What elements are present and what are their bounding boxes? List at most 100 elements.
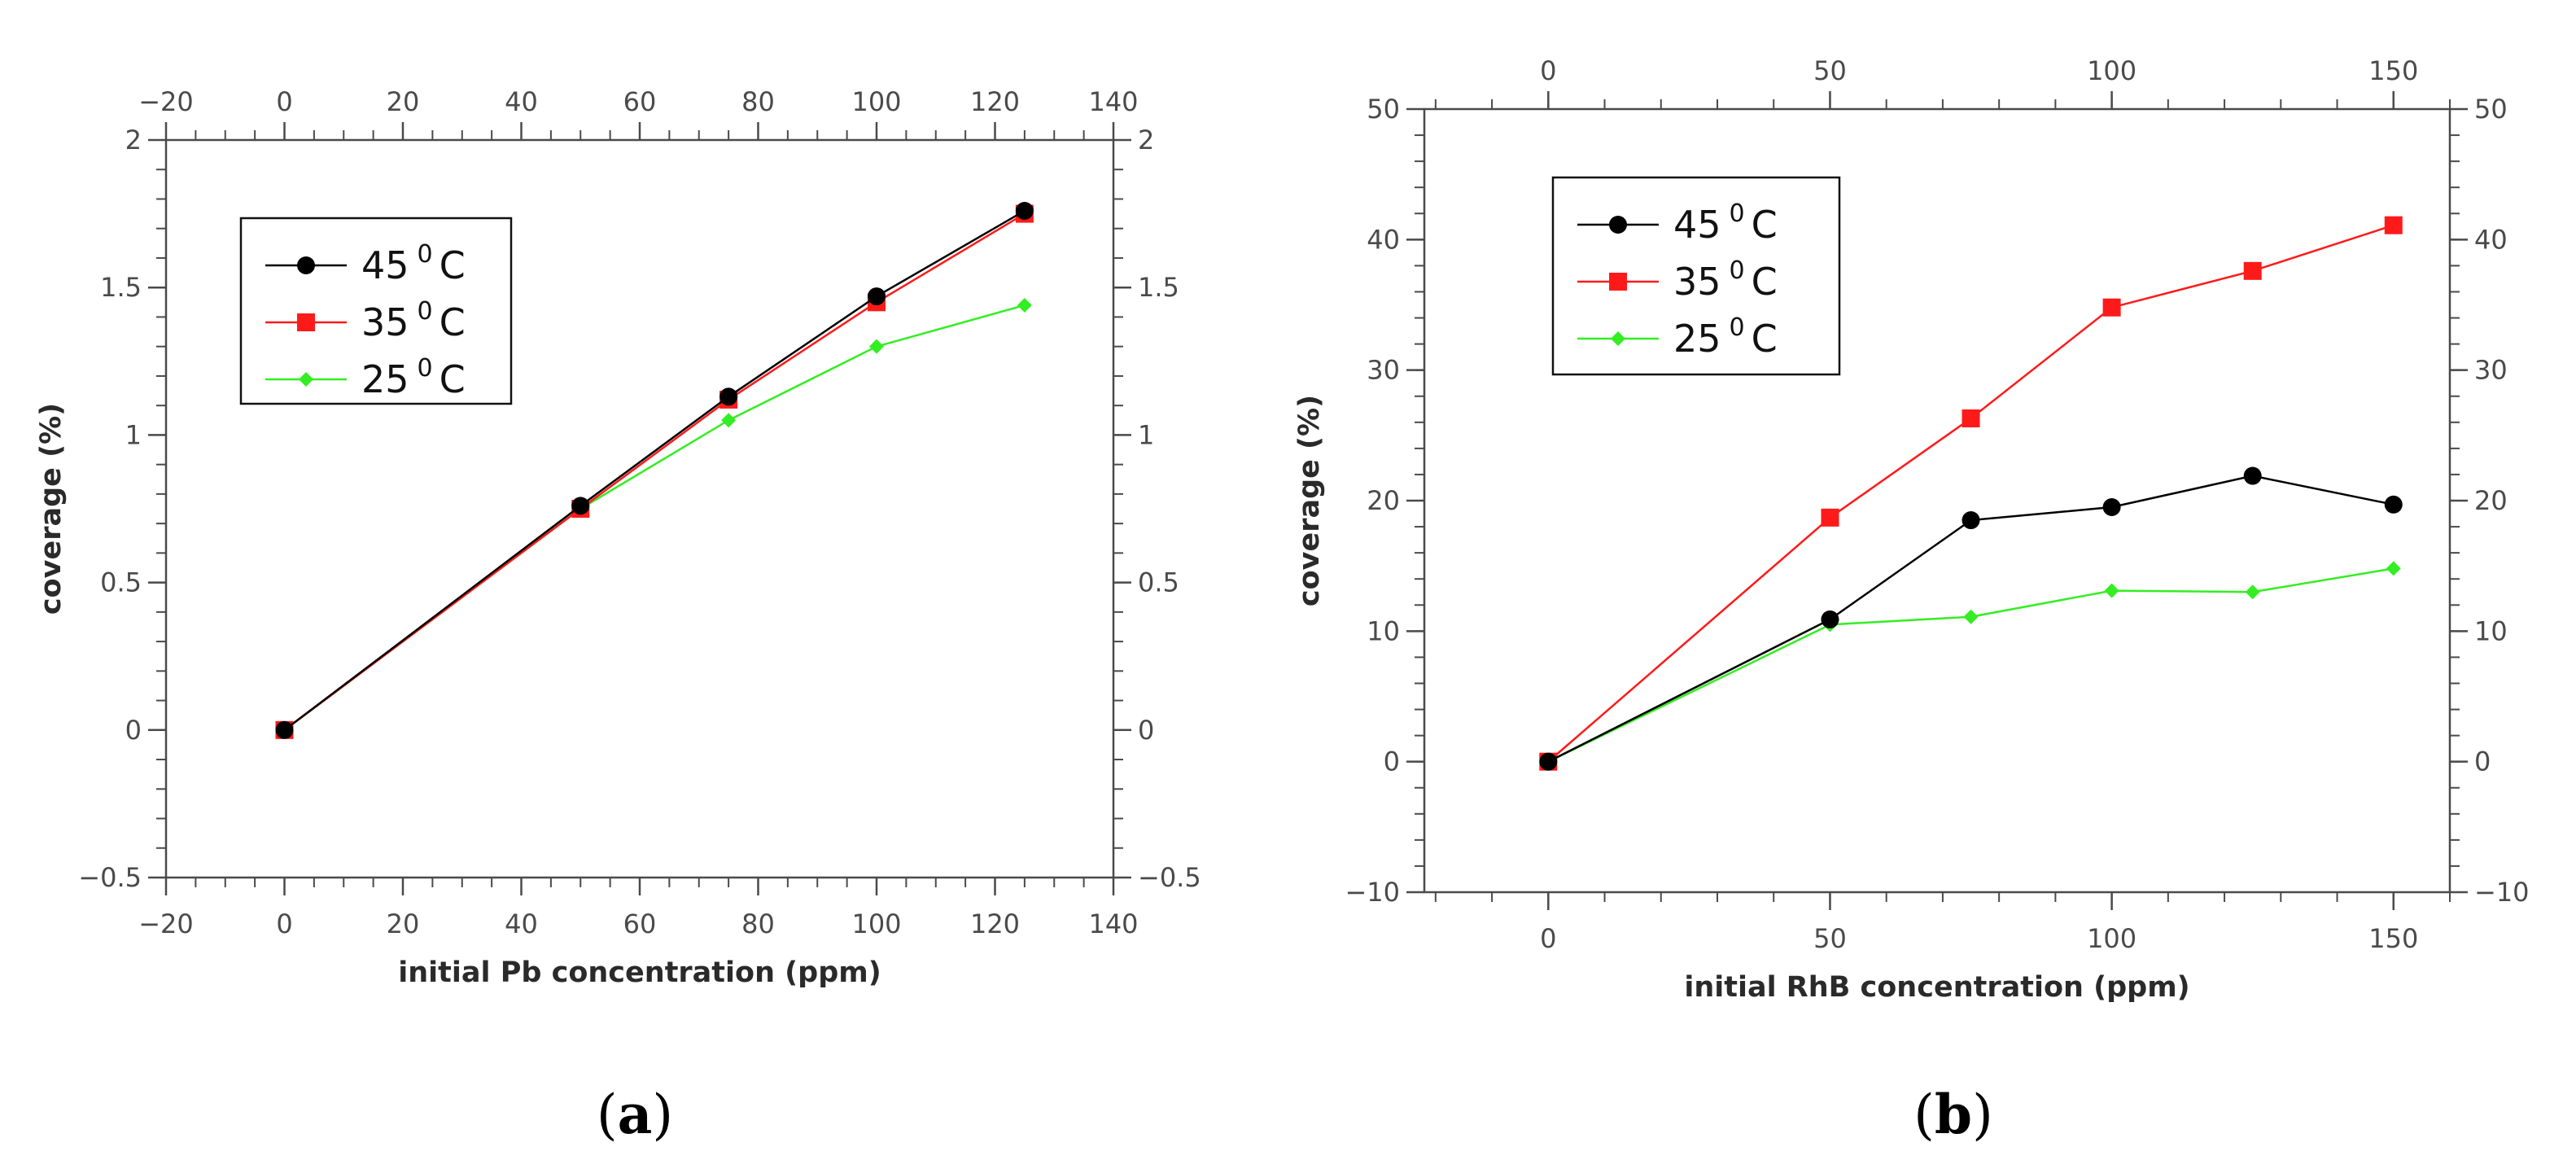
legend-degree-sup: 0	[1730, 313, 1745, 342]
legend-unit: C	[440, 300, 466, 344]
x-tick-label-top: 20	[387, 86, 420, 117]
y-tick-label-left: −0.5	[78, 862, 142, 893]
y-tick-label-right: 20	[2474, 485, 2508, 516]
legend-unit: C	[440, 357, 466, 401]
legend-temp: 45	[361, 243, 409, 287]
legend-marker-35C	[1609, 273, 1627, 291]
legend-degree-sup: 0	[1730, 256, 1745, 285]
legend-unit: C	[1752, 317, 1778, 361]
x-tick-label-top: 120	[970, 86, 1020, 117]
data-point-25C	[1963, 609, 1979, 624]
legend-degree-sup: 0	[418, 297, 433, 326]
y-tick-label-left: 20	[1367, 485, 1400, 516]
y-tick-label-left: 0.5	[100, 567, 142, 598]
data-point-35C	[1962, 409, 1980, 427]
x-axis-title: initial RhB concentration (ppm)	[1684, 971, 2189, 1004]
x-tick-label-bottom: 100	[851, 908, 901, 939]
y-tick-label-right: −0.5	[1138, 862, 1201, 893]
x-tick-label-bottom: 150	[2368, 923, 2418, 954]
series-line-35C	[1547, 224, 2394, 763]
data-point-45C	[275, 720, 294, 739]
data-point-25C	[2245, 584, 2260, 600]
legend-temp: 35	[361, 300, 409, 344]
data-point-25C	[721, 413, 737, 428]
legend: 45 0 C35 0 C25 0 C	[239, 217, 513, 405]
legend-temp: 45	[1673, 203, 1721, 247]
series-line-25C	[1547, 567, 2394, 763]
data-point-45C	[2384, 495, 2403, 514]
y-tick-label-left: 30	[1367, 355, 1400, 386]
x-tick-label-bottom: 80	[741, 908, 775, 939]
x-axis-title: initial Pb concentration (ppm)	[398, 956, 881, 989]
legend-box	[1551, 176, 1841, 376]
y-tick-label-left: 40	[1367, 224, 1400, 255]
y-tick-label-left: 0	[125, 715, 142, 746]
y-tick-label-right: 40	[2474, 224, 2508, 255]
x-tick-label-bottom: 50	[1813, 923, 1847, 954]
x-tick-label-bottom: 120	[970, 908, 1020, 939]
y-tick-label-left: 1	[125, 419, 142, 450]
x-tick-label-top: 150	[2368, 55, 2418, 86]
legend-marker-45C	[297, 256, 315, 274]
legend-marker-45C	[1609, 216, 1627, 234]
legend-temp: 35	[1673, 260, 1721, 304]
data-point-45C	[1821, 610, 1839, 628]
y-tick-label-left: 0	[1384, 746, 1400, 777]
data-point-25C	[2104, 583, 2119, 598]
y-tick-label-right: 30	[2474, 355, 2508, 386]
x-tick-label-bottom: 60	[623, 908, 657, 939]
y-tick-label-right: 2	[1138, 125, 1154, 155]
legend-label-25C: 25 0 C	[1673, 313, 1778, 361]
x-tick-label-top: 0	[1540, 55, 1556, 86]
chart-b: 0 0 50 50 100 100 150 150 −10 −10 0 0 10 10 20 20 30 30 40…	[1293, 55, 2530, 1004]
legend-box	[239, 217, 513, 405]
x-tick-label-top: 80	[741, 86, 775, 117]
y-tick-label-left: −10	[1345, 877, 1400, 908]
y-tick-label-left: 10	[1367, 615, 1400, 646]
data-point-35C	[2102, 298, 2121, 317]
data-point-45C	[1015, 201, 1034, 220]
legend-marker-35C	[297, 313, 315, 331]
legend-degree-sup: 0	[418, 354, 433, 383]
x-tick-label-bottom: −20	[138, 908, 194, 939]
y-tick-label-right: 0	[2474, 746, 2491, 777]
x-tick-label-bottom: 0	[276, 908, 292, 939]
x-tick-label-top: 40	[505, 86, 538, 117]
legend-label-35C: 35 0 C	[1673, 256, 1778, 304]
data-point-25C	[2386, 561, 2401, 576]
x-tick-label-top: −20	[138, 86, 194, 117]
x-tick-label-bottom: 140	[1088, 908, 1138, 939]
y-tick-label-right: 50	[2474, 94, 2508, 125]
data-point-45C	[868, 287, 886, 306]
x-tick-label-bottom: 40	[505, 908, 538, 939]
legend-unit: C	[1752, 260, 1778, 304]
legend-marker-25C	[299, 372, 313, 387]
data-point-45C	[1962, 511, 1980, 530]
data-point-45C	[571, 497, 590, 515]
x-tick-label-top: 60	[623, 86, 657, 117]
legend-degree-sup: 0	[418, 240, 433, 269]
legend-label-45C: 45 0 C	[361, 240, 466, 287]
x-tick-label-bottom: 100	[2087, 923, 2136, 954]
y-tick-label-right: 0	[1138, 715, 1154, 746]
legend: 45 0 C35 0 C25 0 C	[1551, 176, 1841, 376]
y-tick-label-right: −10	[2474, 877, 2530, 908]
data-point-25C	[1017, 297, 1032, 313]
y-tick-label-left: 1.5	[100, 272, 142, 303]
data-point-35C	[1821, 508, 1839, 527]
x-tick-label-top: 140	[1088, 86, 1138, 117]
y-tick-label-right: 1.5	[1138, 272, 1179, 303]
legend-marker-25C	[1611, 331, 1625, 346]
data-point-45C	[2243, 466, 2262, 485]
legend-temp: 25	[1673, 317, 1721, 361]
x-tick-label-top: 0	[276, 86, 292, 117]
y-tick-label-right: 10	[2474, 615, 2508, 646]
x-tick-label-top: 100	[851, 86, 901, 117]
legend-unit: C	[1752, 203, 1778, 247]
data-point-35C	[2243, 261, 2262, 280]
y-axis-title: coverage (%)	[1293, 395, 1326, 606]
panel-label-b: (b)	[1913, 1083, 1993, 1146]
legend-degree-sup: 0	[1730, 199, 1745, 228]
legend-label-35C: 35 0 C	[361, 297, 466, 344]
